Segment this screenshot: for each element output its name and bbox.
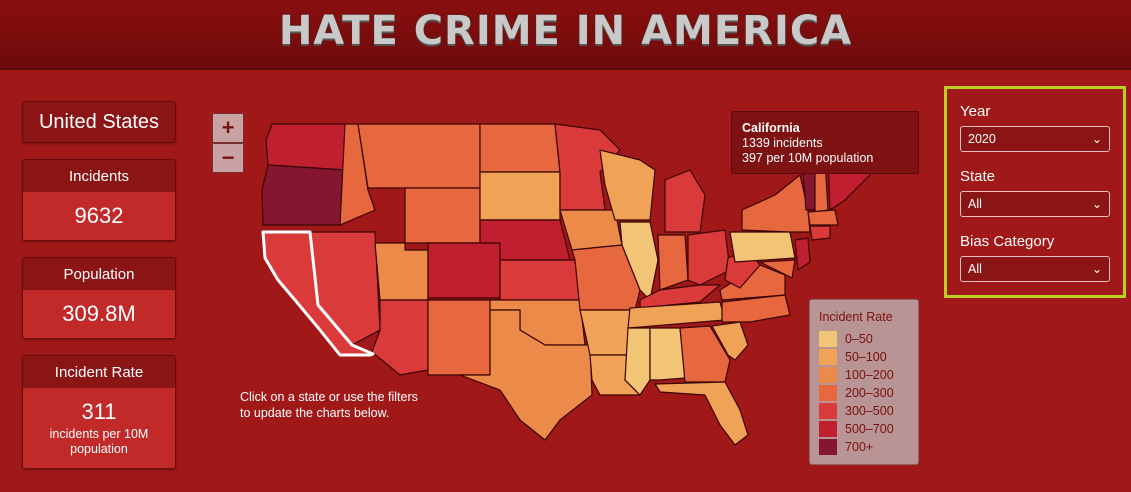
state-south-dakota[interactable] bbox=[479, 171, 561, 221]
map-legend: Incident Rate 0–50 50–100 100–200 200–300 30… bbox=[809, 299, 919, 465]
state-montana[interactable] bbox=[357, 123, 481, 189]
legend-item: 0–50 bbox=[819, 330, 909, 348]
bias-category-label: Bias Category bbox=[960, 233, 1055, 250]
legend-label: 100–200 bbox=[845, 368, 894, 382]
state-label: State bbox=[960, 168, 996, 185]
bias-category-select[interactable]: All ⌄ bbox=[960, 256, 1110, 282]
chevron-down-icon: ⌄ bbox=[1091, 132, 1102, 146]
tooltip-state: California bbox=[742, 121, 800, 135]
region-name: United States bbox=[22, 101, 176, 143]
legend-item: 50–100 bbox=[819, 348, 909, 366]
legend-label: 200–300 bbox=[845, 386, 894, 400]
incident-rate-label: Incident Rate bbox=[23, 356, 175, 388]
state-mississippi[interactable] bbox=[624, 327, 651, 396]
legend-label: 500–700 bbox=[845, 422, 894, 436]
legend-title: Incident Rate bbox=[819, 310, 893, 324]
state-indiana[interactable] bbox=[657, 234, 689, 291]
state-michigan[interactable] bbox=[664, 169, 706, 233]
state-massachusetts[interactable] bbox=[807, 209, 839, 226]
state-minnesota[interactable] bbox=[554, 123, 621, 211]
incidents-card: Incidents 9632 bbox=[22, 159, 176, 241]
tooltip-rate: 397 per 10M population bbox=[742, 151, 874, 165]
zoom-out-button[interactable]: − bbox=[212, 143, 244, 173]
state-wyoming[interactable] bbox=[404, 187, 481, 244]
state-new-jersey[interactable] bbox=[794, 237, 811, 271]
header-bar: HATE CRIME IN AMERICA bbox=[0, 0, 1131, 70]
map-hint: Click on a state or use the filters to u… bbox=[240, 390, 418, 420]
state-georgia[interactable] bbox=[679, 325, 731, 383]
state-utah[interactable] bbox=[374, 242, 429, 301]
zoom-in-button[interactable]: + bbox=[212, 113, 244, 143]
state-pennsylvania[interactable] bbox=[729, 231, 796, 263]
legend-swatch bbox=[819, 385, 837, 401]
incidents-label: Incidents bbox=[23, 160, 175, 192]
incident-rate-card: Incident Rate 311 incidents per 10M popu… bbox=[22, 355, 176, 469]
state-california[interactable] bbox=[261, 230, 375, 357]
page-title: HATE CRIME IN AMERICA bbox=[278, 8, 853, 54]
state-maryland[interactable] bbox=[759, 259, 796, 279]
legend-swatch bbox=[819, 367, 837, 383]
state-florida[interactable] bbox=[654, 381, 749, 446]
state-tooltip: California 1339 incidents 397 per 10M po… bbox=[731, 111, 919, 174]
state-new-york[interactable] bbox=[741, 174, 811, 233]
incident-rate-value-box: 311 incidents per 10M population bbox=[23, 388, 175, 468]
legend-item: 500–700 bbox=[819, 420, 909, 438]
state-select-value: All bbox=[968, 197, 982, 211]
bias-category-select-value: All bbox=[968, 262, 982, 276]
legend-label: 50–100 bbox=[845, 350, 887, 364]
incident-rate-value: 311 bbox=[81, 399, 117, 424]
legend-label: 700+ bbox=[845, 440, 874, 454]
legend-label: 0–50 bbox=[845, 332, 873, 346]
legend-item: 300–500 bbox=[819, 402, 909, 420]
year-select-value: 2020 bbox=[968, 132, 996, 146]
incidents-value: 9632 bbox=[23, 192, 175, 240]
state-iowa[interactable] bbox=[559, 209, 623, 251]
tooltip-incidents: 1339 incidents bbox=[742, 136, 823, 150]
state-washington[interactable] bbox=[265, 123, 346, 171]
legend-swatch bbox=[819, 439, 837, 455]
legend-swatch bbox=[819, 403, 837, 419]
state-wisconsin[interactable] bbox=[599, 149, 656, 221]
state-south-carolina[interactable] bbox=[711, 321, 749, 361]
legend-item: 700+ bbox=[819, 438, 909, 456]
state-arizona[interactable] bbox=[371, 299, 429, 376]
year-label: Year bbox=[960, 103, 991, 120]
chevron-down-icon: ⌄ bbox=[1091, 262, 1102, 276]
state-select[interactable]: All ⌄ bbox=[960, 191, 1110, 217]
state-connecticut[interactable] bbox=[809, 225, 831, 241]
state-new-mexico[interactable] bbox=[427, 299, 491, 376]
state-kansas[interactable] bbox=[499, 259, 581, 301]
state-ohio[interactable] bbox=[687, 229, 731, 286]
chevron-down-icon: ⌄ bbox=[1091, 197, 1102, 211]
legend-swatch bbox=[819, 349, 837, 365]
legend-item: 100–200 bbox=[819, 366, 909, 384]
population-value: 309.8M bbox=[23, 290, 175, 338]
population-label: Population bbox=[23, 258, 175, 290]
state-alabama[interactable] bbox=[649, 327, 686, 381]
legend-swatch bbox=[819, 331, 837, 347]
population-card: Population 309.8M bbox=[22, 257, 176, 339]
incident-rate-unit: incidents per 10M population bbox=[49, 427, 149, 456]
year-select[interactable]: 2020 ⌄ bbox=[960, 126, 1110, 152]
state-oregon[interactable] bbox=[261, 164, 346, 226]
filters-panel: Year 2020 ⌄ State All ⌄ Bias Category Al… bbox=[944, 86, 1126, 298]
legend-item: 200–300 bbox=[819, 384, 909, 402]
legend-label: 300–500 bbox=[845, 404, 894, 418]
state-texas[interactable] bbox=[459, 309, 593, 441]
state-idaho[interactable] bbox=[339, 123, 376, 226]
state-north-dakota[interactable] bbox=[479, 123, 561, 173]
legend-swatch bbox=[819, 421, 837, 437]
state-colorado[interactable] bbox=[427, 242, 501, 299]
